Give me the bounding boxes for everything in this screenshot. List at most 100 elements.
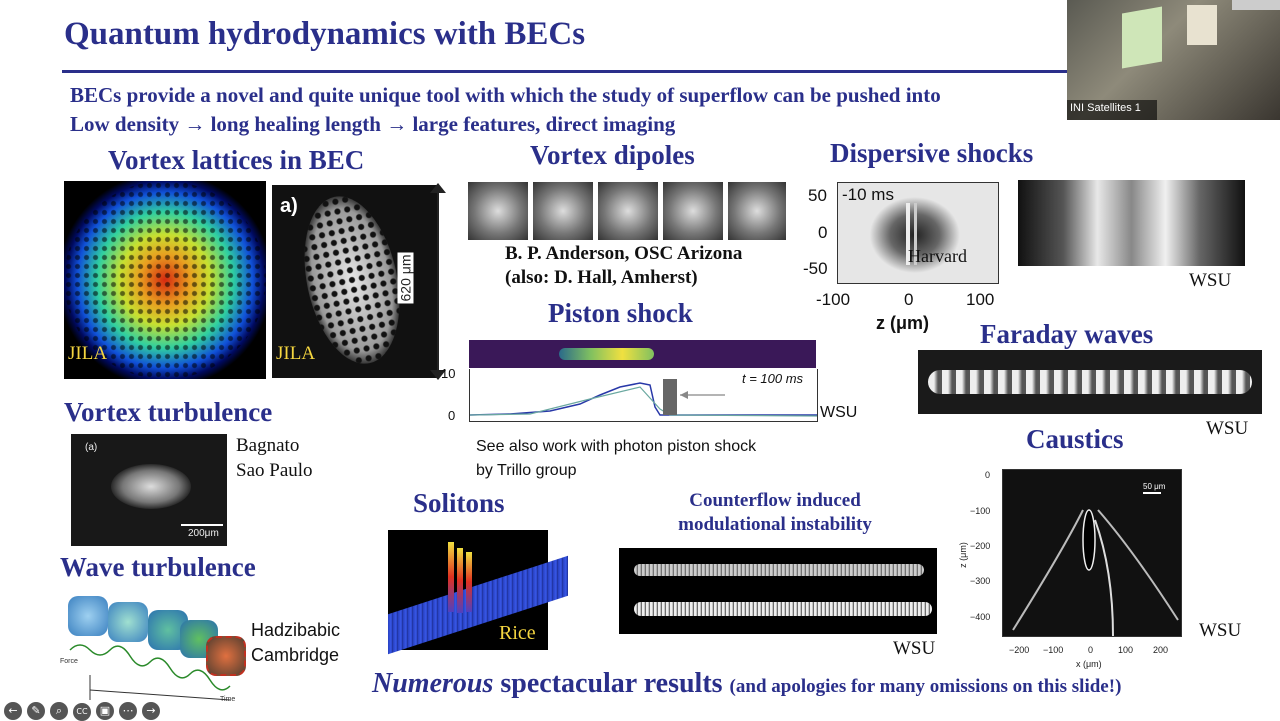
shock-image-wsu	[1018, 180, 1245, 266]
piston-plot-frame: t = 100 ms	[469, 369, 818, 422]
shock-ytick-50: 50	[808, 186, 827, 205]
wave-turbulence-heading: Wave turbulence	[60, 552, 256, 582]
bottom-emphasis: Numerous	[372, 668, 494, 699]
caustics-heading: Caustics	[1026, 424, 1124, 454]
more-icon[interactable]: ⋯	[119, 702, 137, 720]
dipoles-credit-2: (also: D. Hall, Amherst)	[505, 267, 698, 288]
vortex-dipoles-heading: Vortex dipoles	[530, 140, 695, 170]
piston-curve-blue	[470, 382, 817, 416]
vortex-lattice-image-jila: JILA	[64, 181, 266, 379]
shock-wsu-label: WSU	[1189, 270, 1232, 291]
counterflow-image	[619, 548, 937, 634]
box-1	[68, 596, 108, 636]
shock-time-label: -10 ms	[842, 185, 894, 204]
piston-density-strip	[469, 340, 816, 368]
caustics-ylabel: z (μm)	[957, 542, 968, 568]
solitons-image: Rice	[388, 530, 568, 655]
video-screen	[1122, 6, 1162, 69]
layout-icon[interactable]: ▣	[96, 702, 114, 720]
caustics-xtick-100: 100	[1118, 645, 1134, 655]
soliton-peak-3	[466, 552, 472, 612]
turbulence-scale-bar	[181, 524, 223, 526]
soliton-floor	[388, 555, 568, 655]
vortex-lattice-dots	[64, 181, 266, 379]
counterflow-wsu-label: WSU	[893, 638, 936, 659]
pen-icon[interactable]: ✎	[27, 702, 45, 720]
faraday-wsu-label: WSU	[1206, 418, 1249, 439]
sao-paulo-label: Sao Paulo	[236, 460, 313, 481]
scale-label-620: 620 μm	[397, 252, 414, 304]
counterflow-heading-2: modulational instability	[678, 514, 872, 535]
shock-stripe-1	[906, 203, 910, 265]
piston-note-2: by Trillo group	[476, 462, 577, 479]
caustics-xtick-0: 0	[1088, 645, 1094, 655]
faraday-image	[918, 350, 1262, 414]
turbulence-scale-label: 200μm	[188, 528, 219, 539]
piston-ytick-0: 0	[448, 408, 456, 423]
caustics-scale-bar	[1143, 492, 1161, 494]
piston-time-label: t = 100 ms	[742, 371, 804, 386]
counterflow-heading-1: Counterflow induced	[689, 490, 861, 511]
back-icon[interactable]: ←	[4, 702, 22, 720]
video-thumbnail[interactable]: INI Satellites 1	[1067, 0, 1280, 120]
dipole-frame-5	[728, 182, 786, 240]
solitons-heading: Solitons	[413, 488, 505, 518]
faraday-waves-heading: Faraday waves	[980, 319, 1154, 349]
shock-ytick-neg50: -50	[803, 259, 828, 278]
axis-time	[89, 689, 231, 701]
video-label-bg	[1067, 100, 1157, 120]
rice-label: Rice	[499, 622, 536, 644]
vortex-turbulence-heading: Vortex turbulence	[64, 397, 273, 427]
counterflow-band-1	[634, 564, 924, 576]
dipole-frame-3	[598, 182, 658, 240]
presentation-toolbar: ← ✎ ⌕ CC ▣ ⋯ →	[4, 701, 165, 721]
shock-xtick-100: 100	[966, 290, 995, 309]
piston-shock-heading: Piston shock	[548, 298, 693, 328]
turbulence-panel-letter: (a)	[85, 442, 98, 453]
shock-ytick-0: 0	[818, 223, 828, 242]
video-ceiling	[1232, 0, 1280, 10]
caustics-xtick-neg100: −100	[1043, 645, 1064, 655]
forward-icon[interactable]: →	[142, 702, 160, 720]
faraday-pattern	[928, 370, 1252, 394]
piston-cloud	[559, 348, 654, 360]
caustics-drawing	[1012, 509, 1179, 636]
video-window	[1187, 5, 1217, 45]
bottom-apology: (and apologies for many omissions on thi…	[729, 676, 1122, 697]
dipole-frame-1	[468, 182, 528, 240]
caustics-ytick-100: −100	[970, 506, 991, 516]
caustics-ytick-200: −200	[970, 541, 991, 551]
captions-icon[interactable]: CC	[73, 703, 91, 721]
dispersive-shocks-heading: Dispersive shocks	[830, 138, 1034, 168]
shock-xtick-0: 0	[904, 290, 914, 309]
title-rule	[62, 70, 1068, 73]
box-5	[206, 636, 246, 676]
caustic-line-2	[1097, 509, 1179, 621]
zoom-icon[interactable]: ⌕	[50, 702, 68, 720]
wave-turbulence-diagram: Force Time	[60, 590, 250, 705]
caustics-scale-label: 50 μm	[1143, 482, 1166, 491]
bullet-2: Low density → long healing length → larg…	[70, 112, 676, 136]
scale-bar-620	[437, 186, 439, 376]
panel-letter-a: a)	[280, 195, 298, 217]
shock-xlabel: z (μm)	[876, 313, 930, 333]
hadzibabic-label: Hadzibabic	[251, 620, 341, 640]
caustic-line-3	[1094, 519, 1114, 636]
force-axis-label: Force	[60, 658, 78, 665]
force-wave-line	[69, 644, 231, 691]
caustics-xlabel: x (μm)	[1076, 659, 1102, 669]
piston-plot	[470, 379, 817, 417]
piston-curve-teal	[470, 386, 817, 417]
bottom-statement: Numerous spectacular results (and apolog…	[372, 668, 1121, 700]
video-label: INI Satellites 1	[1070, 102, 1141, 114]
time-axis-label: Time	[220, 696, 236, 703]
caustics-wsu-label: WSU	[1199, 620, 1242, 641]
turbulent-cloud	[111, 464, 191, 509]
vortex-turbulence-image: (a) 200μm	[71, 434, 227, 546]
bottom-main: spectacular results	[493, 668, 730, 699]
force-wave	[69, 644, 231, 701]
counterflow-band-2	[634, 602, 932, 616]
soliton-peak-1	[448, 542, 454, 612]
harvard-label: Harvard	[908, 246, 967, 266]
piston-arrow-head	[680, 391, 688, 399]
